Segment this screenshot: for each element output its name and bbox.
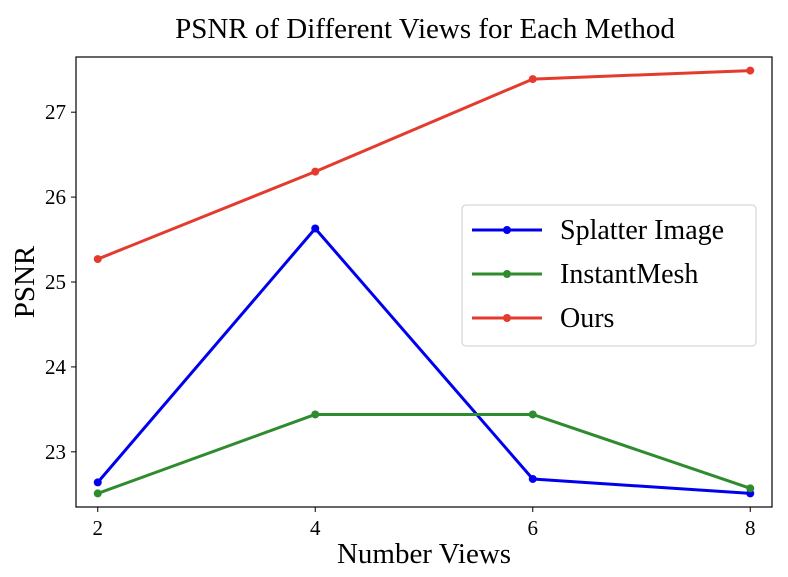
x-tick-label: 4: [310, 516, 321, 540]
series-line-ours: [97, 69, 751, 261]
legend-items: Splatter Image InstantMesh Ours: [472, 215, 724, 334]
legend-label-ours: Ours: [560, 303, 614, 334]
series-line-splatter-image: [96, 227, 751, 495]
data-point-splatter-image: [311, 224, 320, 233]
data-point-ours: [528, 75, 537, 84]
x-axis-label: Number Views: [337, 538, 511, 570]
data-point-instantmesh: [528, 410, 537, 419]
x-tick-label: 8: [745, 516, 756, 540]
data-point-splatter-image: [528, 474, 537, 483]
series-layer: [93, 66, 755, 498]
series-line-instantmesh: [97, 412, 751, 495]
y-tick-label: 25: [45, 270, 66, 294]
y-axis-label: PSNR: [9, 245, 41, 318]
y-tick-label: 26: [45, 185, 66, 209]
y-tick-label: 24: [45, 355, 67, 379]
data-point-instantmesh: [746, 484, 755, 493]
legend-box: [461, 204, 757, 347]
y-tick-label: 27: [45, 100, 66, 124]
x-tick-label: 2: [93, 516, 104, 540]
legend-marker-instantmesh: [503, 270, 511, 278]
y-tick-label: 23: [45, 440, 66, 464]
legend-label-splatter-image: Splatter Image: [560, 215, 724, 246]
data-point-instantmesh: [93, 489, 102, 498]
legend: Splatter Image InstantMesh Ours: [461, 204, 757, 347]
legend-label-instantmesh: InstantMesh: [560, 259, 698, 290]
legend-marker-splatter-image: [503, 226, 511, 234]
x-tick-label: 6: [528, 516, 539, 540]
data-point-ours: [93, 255, 102, 264]
data-point-ours: [311, 167, 320, 176]
data-point-ours: [746, 66, 755, 75]
legend-marker-ours: [503, 314, 511, 322]
data-point-splatter-image: [93, 478, 102, 487]
x-axis-ticks: 2 4 6 8: [93, 507, 756, 540]
data-point-instantmesh: [311, 410, 320, 419]
chart-title: PSNR of Different Views for Each Method: [175, 13, 675, 45]
y-axis-ticks: 23 24 25 26 27: [45, 100, 76, 464]
